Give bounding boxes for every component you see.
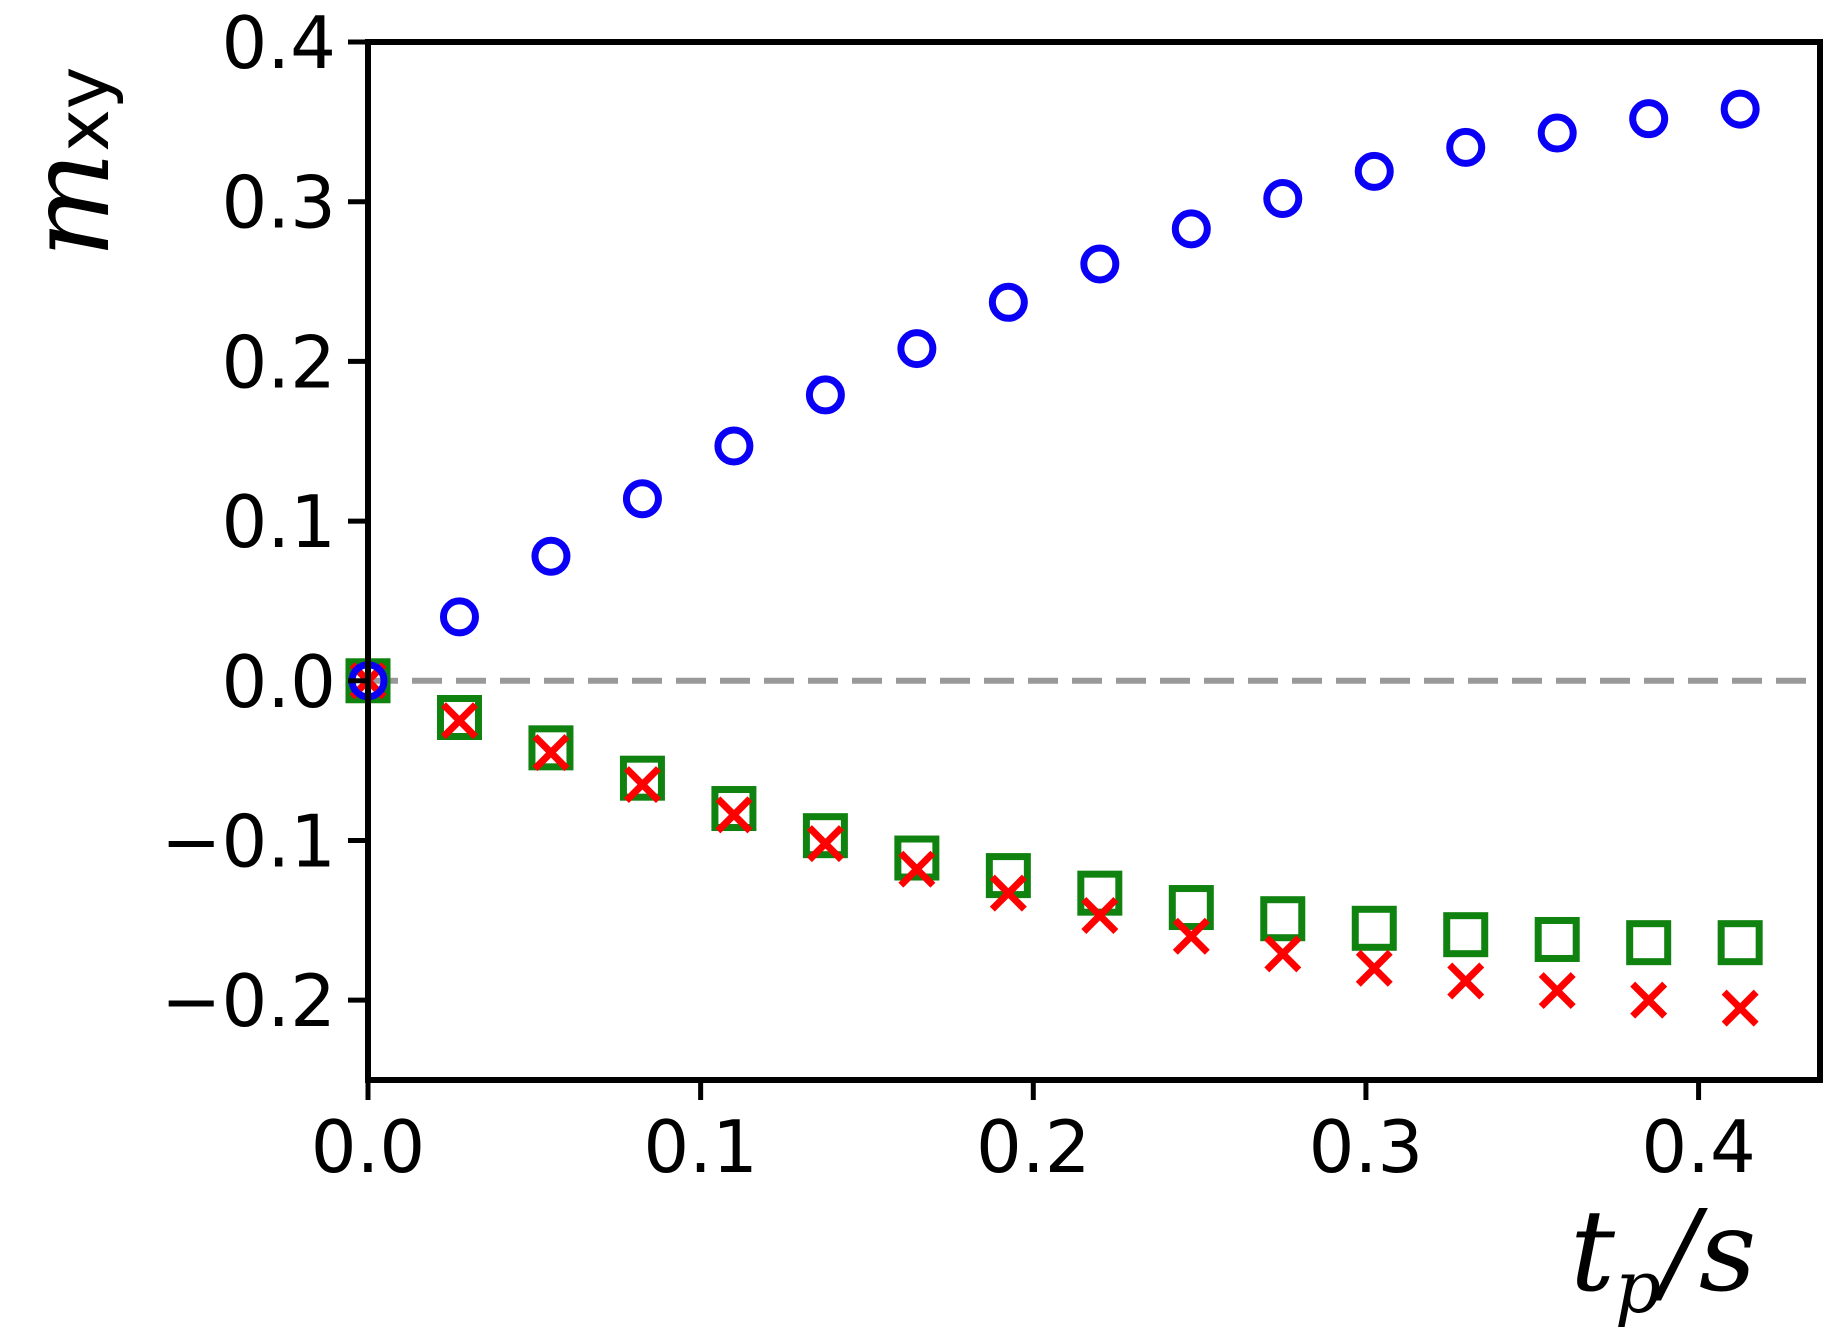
square-point: [619, 755, 665, 801]
square-point: [894, 835, 940, 881]
x-point: [1172, 917, 1210, 955]
circle-point: [1537, 113, 1577, 153]
circle-point: [1171, 209, 1211, 249]
y-tick-label: 0.0: [221, 640, 336, 724]
square-point: [1626, 920, 1672, 966]
y-tick-label: −0.1: [161, 799, 336, 883]
x-point: [1264, 935, 1302, 973]
circle-point: [714, 426, 754, 466]
circle-point: [1263, 178, 1303, 218]
circle-point: [1080, 244, 1120, 284]
circle-point: [531, 536, 571, 576]
circle-point: [805, 375, 845, 415]
circle-point: [1354, 151, 1394, 191]
square-point: [436, 694, 482, 740]
x-point: [1538, 972, 1576, 1010]
square-point: [1443, 912, 1489, 958]
circle-point: [1629, 99, 1669, 139]
circle-point: [622, 479, 662, 519]
square-point: [528, 725, 574, 771]
x-point: [1630, 981, 1668, 1019]
ticks-layer: 0.0 0.1 0.2 0.3 0.4 −0.2 −0.1 0.0 0.1 0.2 0.3 0.4: [161, 1, 1756, 1189]
x-tick-label: 0.3: [1309, 1105, 1424, 1189]
square-point: [1534, 916, 1580, 962]
circle-point: [1446, 127, 1486, 167]
circle-point: [1720, 89, 1760, 129]
y-axis-label-sub: xy: [41, 67, 125, 152]
y-tick-label: 0.4: [221, 1, 336, 85]
x-point: [806, 825, 844, 863]
x-point: [623, 766, 661, 804]
x-axis-label-main: t: [1570, 1187, 1616, 1317]
y-tick-label: 0.2: [221, 320, 336, 404]
y-tick-label: −0.2: [161, 959, 336, 1043]
y-axis-label: mxy: [5, 67, 135, 258]
x-point: [989, 874, 1027, 912]
x-point: [715, 796, 753, 834]
x-tick-label: 0.1: [643, 1105, 758, 1189]
x-point: [1081, 897, 1119, 934]
circle-point: [988, 282, 1028, 322]
y-tick-label: 0.1: [221, 480, 336, 564]
circle-point: [439, 597, 479, 637]
x-point: [441, 702, 478, 740]
y-axis-label-main: m: [5, 152, 135, 258]
plot-frame: [365, 39, 1823, 1083]
x-point: [898, 850, 936, 888]
x-tick-label: 0.4: [1641, 1105, 1756, 1189]
square-point: [1168, 885, 1214, 931]
square-point: [1260, 896, 1306, 942]
x-point: [1447, 962, 1485, 1000]
x-axis-label-sub: p: [1615, 1245, 1661, 1329]
x-point: [1721, 989, 1759, 1027]
x-axis-label: tp/s: [1570, 1187, 1756, 1329]
circle-point: [897, 329, 937, 369]
y-tick-label: 0.3: [221, 161, 336, 245]
x-point: [532, 734, 570, 772]
square-point: [1717, 920, 1763, 966]
square-point: [711, 786, 757, 832]
x-tick-label: 0.2: [976, 1105, 1091, 1189]
x-tick-label: 0.0: [311, 1105, 426, 1189]
x-axis-label-tail: /s: [1652, 1187, 1756, 1317]
square-point: [802, 813, 848, 859]
x-point: [1355, 949, 1393, 987]
square-point: [1351, 905, 1397, 951]
